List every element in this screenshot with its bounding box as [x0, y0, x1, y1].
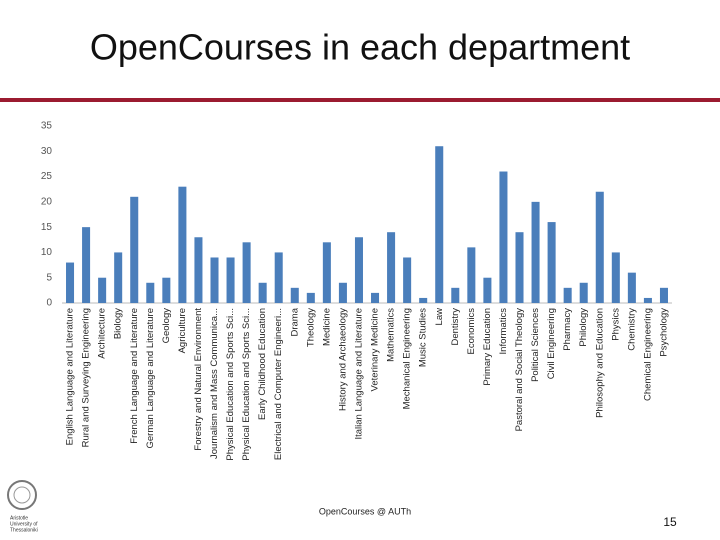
- x-tick-label: Philology: [578, 308, 589, 347]
- bar: [322, 242, 331, 303]
- x-tick-label: Pastoral and Social Theology: [514, 308, 525, 432]
- x-tick-label: Political Sciences: [530, 308, 541, 382]
- y-tick-label: 20: [41, 196, 53, 207]
- bar: [306, 292, 315, 303]
- x-tick-label: Veterinary Medicine: [370, 308, 381, 391]
- x-tick-label: Geology: [161, 308, 172, 344]
- x-tick-label: Architecture: [97, 308, 108, 359]
- y-tick-label: 5: [46, 272, 52, 283]
- bar: [499, 171, 508, 303]
- x-tick-label: Theology: [305, 308, 316, 347]
- x-tick-label: Agriculture: [177, 308, 188, 353]
- bar: [579, 282, 588, 303]
- x-tick-label: Biology: [113, 308, 124, 339]
- bar: [435, 146, 444, 303]
- bar: [146, 282, 155, 303]
- title-rule: [0, 98, 720, 102]
- bar: [611, 252, 620, 303]
- x-tick-label: Pharmacy: [562, 308, 573, 351]
- x-tick-label: Civil Engineering: [546, 308, 557, 379]
- y-tick-label: 30: [41, 146, 53, 157]
- y-tick-label: 10: [41, 247, 53, 258]
- bar: [595, 191, 604, 303]
- x-tick-label: German Language and Literature: [145, 308, 156, 449]
- x-tick-label: French Language and Literature: [129, 308, 140, 444]
- footer: OpenCourses @ AUTh: [319, 506, 411, 516]
- bar: [162, 277, 171, 303]
- bar: [98, 277, 107, 303]
- logo-text: Aristotle: [10, 515, 28, 521]
- bar: [451, 287, 460, 303]
- bar: [627, 272, 636, 303]
- bar: [82, 227, 91, 303]
- x-tick-label: Drama: [289, 307, 300, 336]
- page-number: 15: [663, 515, 677, 529]
- x-tick-label: History and Archaeology: [337, 308, 348, 411]
- y-tick-label: 25: [41, 171, 53, 182]
- x-tick-label: Physical Education and Sports Sci...: [241, 308, 252, 461]
- x-tick-label: Dentistry: [450, 308, 461, 346]
- logo-text: Thessaloniki: [10, 527, 38, 533]
- bar: [114, 252, 123, 303]
- x-tick-label: Physical Education and Sports Sci...: [225, 308, 236, 461]
- x-tick-label: Informatics: [498, 308, 509, 355]
- bar: [178, 186, 187, 303]
- y-tick-label: 15: [41, 222, 53, 233]
- bar: [226, 257, 235, 303]
- bar: [258, 282, 267, 303]
- bar: [563, 287, 572, 303]
- x-tick-label: Mechanical Engineering: [402, 308, 413, 409]
- bar: [531, 201, 540, 303]
- bar: [371, 292, 380, 303]
- bar: [387, 232, 396, 303]
- x-tick-label: Chemical Engineering: [642, 308, 653, 401]
- bar: [290, 287, 299, 303]
- y-tick-label: 0: [46, 298, 52, 309]
- logo: [7, 480, 37, 510]
- bar: [483, 277, 492, 303]
- bar: [547, 222, 556, 303]
- bar: [467, 247, 476, 303]
- x-tick-label: Philosophy and Education: [594, 308, 605, 418]
- bar: [194, 237, 203, 303]
- x-tick-label: Forestry and Natural Environment: [193, 308, 204, 451]
- x-tick-label: Italian Language and Literature: [353, 308, 364, 440]
- bar: [659, 287, 668, 303]
- x-tick-label: Mathematics: [386, 308, 397, 362]
- bar: [130, 196, 139, 303]
- bar: [419, 297, 428, 303]
- bar: [210, 257, 219, 303]
- x-tick-label: Medicine: [321, 308, 332, 346]
- x-tick-label: English Language and Literature: [65, 308, 76, 445]
- slide-title: OpenCourses in each department: [90, 27, 630, 68]
- x-tick-label: Early Childhood Education: [257, 308, 268, 420]
- bar: [403, 257, 412, 303]
- bar: [274, 252, 283, 303]
- x-tick-label: Journalism and Mass Communica...: [209, 308, 220, 459]
- bar: [338, 282, 347, 303]
- x-tick-label: Economics: [466, 308, 477, 355]
- x-tick-label: Psychology: [658, 308, 669, 357]
- x-tick-label: Electrical and Computer Engineeri...: [273, 308, 284, 460]
- bar: [66, 262, 75, 303]
- x-tick-label: Chemistry: [626, 308, 637, 351]
- x-tick-label: Rural and Surveying Engineering: [81, 308, 92, 447]
- x-tick-label: Music Studies: [418, 308, 429, 367]
- x-tick-label: Primary Education: [482, 308, 493, 386]
- y-tick-label: 35: [41, 121, 53, 132]
- bar: [643, 297, 652, 303]
- bar: [515, 232, 524, 303]
- bar: [242, 242, 251, 303]
- bar: [354, 237, 363, 303]
- x-tick-label: Physics: [610, 308, 621, 341]
- logo-text: University of: [10, 521, 38, 527]
- x-tick-label: Law: [434, 308, 445, 326]
